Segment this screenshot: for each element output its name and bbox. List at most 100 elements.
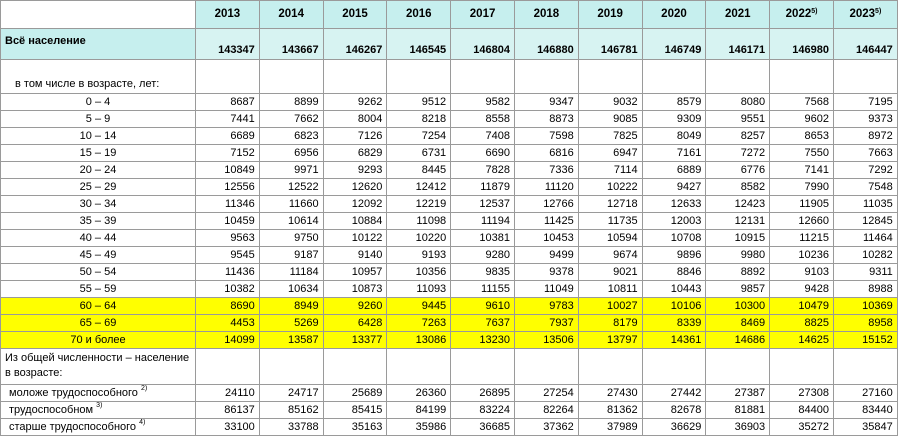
total-cell: 146267 <box>322 28 388 60</box>
table-cell: 83440 <box>832 401 898 419</box>
table-cell: 82678 <box>641 401 707 419</box>
year-label: 2023 <box>849 8 876 20</box>
table-cell: 27430 <box>577 384 643 402</box>
table-row: 0 – 4 8687 8899 9262 9512 9582 9347 9032 8579 808… <box>0 93 898 111</box>
empty-cell <box>832 59 898 94</box>
table-cell: 8958 <box>832 314 898 332</box>
table-cell: 7272 <box>705 144 771 162</box>
table-cell: 12718 <box>577 195 643 213</box>
table-row: 35 – 39 10459 10614 10884 11098 11194 11425 117… <box>0 212 898 230</box>
row-label: 10 – 14 <box>0 127 196 145</box>
table-cell: 9602 <box>769 110 834 128</box>
row-label-cell: трудоспособном 3) <box>0 401 196 419</box>
table-cell: 8972 <box>832 127 898 145</box>
empty-cell <box>450 59 515 94</box>
table-cell: 13377 <box>322 331 388 349</box>
table-cell: 13506 <box>513 331 579 349</box>
table-cell: 12131 <box>705 212 771 230</box>
empty-cell <box>832 348 898 385</box>
empty-cell <box>577 348 643 385</box>
table-cell: 9971 <box>258 161 324 179</box>
table-cell: 27442 <box>641 384 707 402</box>
table-cell: 6816 <box>513 144 579 162</box>
table-cell: 9378 <box>513 263 579 281</box>
table-cell: 7662 <box>258 110 324 128</box>
table-cell: 84199 <box>386 401 452 419</box>
table-cell: 9610 <box>450 297 515 315</box>
table-cell: 11735 <box>577 212 643 230</box>
empty-cell <box>769 59 834 94</box>
table-cell: 6428 <box>322 314 388 332</box>
table-cell: 83224 <box>450 401 515 419</box>
empty-cell <box>705 348 771 385</box>
row-label: старше трудоспособного <box>9 420 137 433</box>
empty-cell <box>386 59 452 94</box>
total-cell: 146749 <box>641 28 707 60</box>
table-cell: 11660 <box>258 195 324 213</box>
table-cell: 12556 <box>195 178 260 196</box>
row-label-cell: моложе трудоспособного 2) <box>0 384 196 402</box>
table-cell: 9187 <box>258 246 324 264</box>
table-cell: 11905 <box>769 195 834 213</box>
table-cell: 10873 <box>322 280 388 298</box>
table-cell: 11049 <box>513 280 579 298</box>
empty-cell <box>513 59 579 94</box>
footnote-mark: 3) <box>96 401 103 409</box>
table-cell: 8080 <box>705 93 771 111</box>
table-cell: 10443 <box>641 280 707 298</box>
empty-cell <box>641 59 707 94</box>
table-row: 25 – 29 12556 12522 12620 12412 11879 11120 102… <box>0 178 898 196</box>
table-cell: 10369 <box>832 297 898 315</box>
row-label: 60 – 64 <box>0 297 196 315</box>
table-cell: 14361 <box>641 331 707 349</box>
table-cell: 13086 <box>386 331 452 349</box>
table-cell: 7161 <box>641 144 707 162</box>
row-label: 65 – 69 <box>0 314 196 332</box>
table-row: 55 – 59 10382 10634 10873 11093 11155 11049 108… <box>0 280 898 298</box>
table-cell: 10381 <box>450 229 515 247</box>
table-cell: 9582 <box>450 93 515 111</box>
row-label: 20 – 24 <box>0 161 196 179</box>
table-cell: 37362 <box>513 418 579 436</box>
table-cell: 8892 <box>705 263 771 281</box>
table-cell: 10236 <box>769 246 834 264</box>
table-cell: 11425 <box>513 212 579 230</box>
table-row: 20 – 24 10849 9971 9293 8445 7828 7336 7114 6889… <box>0 161 898 179</box>
table-cell: 7408 <box>450 127 515 145</box>
table-cell: 7336 <box>513 161 579 179</box>
table-cell: 10382 <box>195 280 260 298</box>
row-label: 25 – 29 <box>0 178 196 196</box>
year-header: 2019 <box>577 0 643 29</box>
table-row: 15 – 19 7152 6956 6829 6731 6690 6816 6947 7161 7… <box>0 144 898 162</box>
table-cell: 9445 <box>386 297 452 315</box>
section-row: Из общей численности – население в возра… <box>0 348 898 385</box>
table-row: 70 и более 14099 13587 13377 13086 13230 13506… <box>0 331 898 349</box>
table-cell: 10027 <box>577 297 643 315</box>
table-cell: 8579 <box>641 93 707 111</box>
header-row: 2013 2014 2015 2016 2017 2018 2019 2020 2021 2022… <box>0 0 898 29</box>
year-footnote: 5) <box>811 8 818 15</box>
year-label: 2022 <box>785 8 812 20</box>
table-row: 40 – 44 9563 9750 10122 10220 10381 10453 10594… <box>0 229 898 247</box>
table-cell: 12219 <box>386 195 452 213</box>
table-cell: 6889 <box>641 161 707 179</box>
table-cell: 8004 <box>322 110 388 128</box>
table-cell: 9311 <box>832 263 898 281</box>
table-cell: 11155 <box>450 280 515 298</box>
table-cell: 7263 <box>386 314 452 332</box>
table-cell: 9551 <box>705 110 771 128</box>
year-header: 20225) <box>769 0 834 29</box>
section-row: в том числе в возрасте, лет: <box>0 59 898 94</box>
table-cell: 9563 <box>195 229 260 247</box>
table-cell: 9032 <box>577 93 643 111</box>
empty-cell <box>705 59 771 94</box>
table-cell: 13587 <box>258 331 324 349</box>
section-label: Из общей численности – население в возра… <box>0 348 196 385</box>
table-cell: 86137 <box>195 401 260 419</box>
table-cell: 12620 <box>322 178 388 196</box>
row-label: трудоспособном <box>9 403 94 416</box>
table-cell: 8949 <box>258 297 324 315</box>
row-label: 30 – 34 <box>0 195 196 213</box>
table-row: 65 – 69 4453 5269 6428 7263 7637 7937 8179 8339 8… <box>0 314 898 332</box>
table-cell: 12537 <box>450 195 515 213</box>
